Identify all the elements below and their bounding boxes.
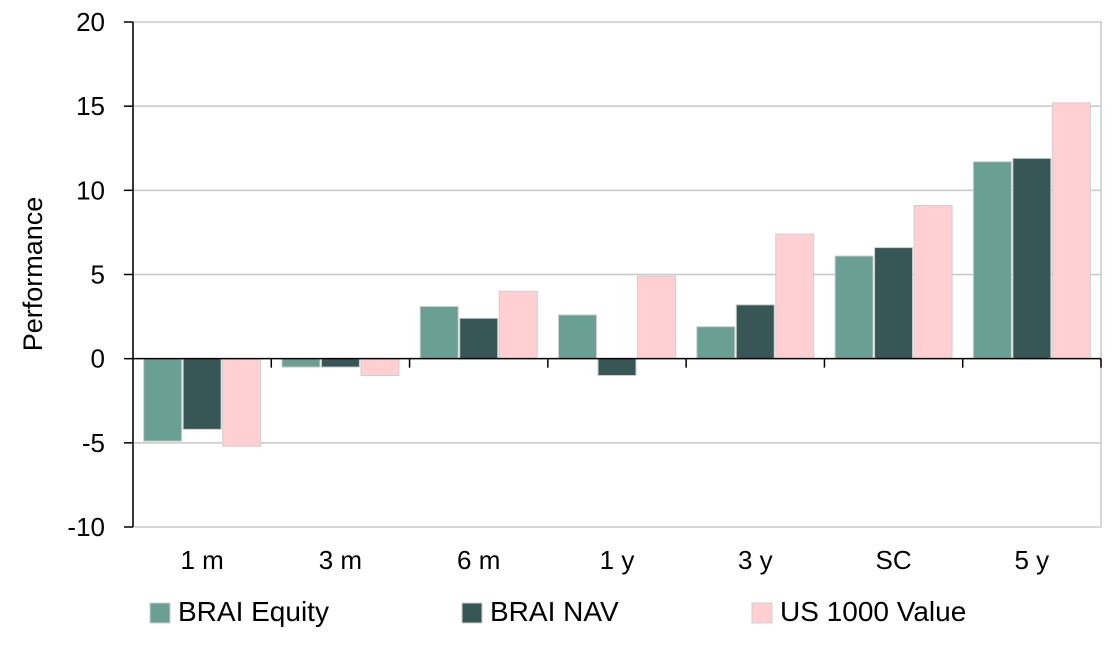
bar — [143, 358, 183, 442]
legend-swatch — [149, 602, 171, 624]
bar — [558, 314, 597, 360]
bar — [775, 233, 815, 360]
y-tick-label: -10 — [67, 512, 105, 542]
bar — [834, 255, 874, 360]
bar — [1012, 157, 1052, 360]
x-tick-label: 6 m — [457, 545, 500, 575]
x-tick-label: 3 m — [319, 545, 362, 575]
y-tick-label: 0 — [91, 344, 105, 374]
bar — [735, 304, 775, 360]
x-tick-label: 3 y — [738, 545, 773, 575]
bar — [972, 161, 1012, 360]
y-tick-label: 10 — [76, 175, 105, 205]
bar — [182, 358, 222, 430]
x-tick-labels: 1 m 3 m 6 m 1 y 3 y SC 5 y — [180, 545, 1049, 575]
y-tick-labels: -10 -5 0 5 10 15 20 — [67, 7, 105, 542]
bar — [597, 358, 637, 376]
y-tick-label: 15 — [76, 91, 105, 121]
y-tick-label: -5 — [82, 428, 105, 458]
y-tick-label: 20 — [76, 7, 105, 37]
bar — [360, 358, 400, 376]
legend: BRAI Equity BRAI NAV US 1000 Value — [149, 596, 966, 627]
axes — [124, 21, 1102, 528]
bar — [874, 247, 914, 360]
bar — [281, 358, 321, 368]
legend-swatch — [751, 602, 773, 624]
bar — [498, 290, 538, 360]
bar — [459, 317, 499, 360]
bar — [1051, 102, 1091, 360]
legend-label: BRAI Equity — [178, 596, 329, 627]
bar — [696, 326, 736, 360]
legend-swatch — [461, 602, 483, 624]
bar — [222, 358, 262, 447]
x-tick-label: 1 m — [180, 545, 223, 575]
legend-label: US 1000 Value — [780, 596, 966, 627]
y-axis-title: Performance — [18, 197, 48, 352]
bar — [320, 358, 360, 368]
bar — [913, 204, 953, 360]
bar — [419, 305, 459, 360]
x-tick-label: 1 y — [600, 545, 635, 575]
bars — [143, 102, 1091, 447]
x-tick-label: SC — [876, 545, 912, 575]
legend-label: BRAI NAV — [490, 596, 619, 627]
bar — [637, 275, 676, 360]
x-tick-label: 5 y — [1015, 545, 1050, 575]
y-tick-label: 5 — [91, 260, 105, 290]
